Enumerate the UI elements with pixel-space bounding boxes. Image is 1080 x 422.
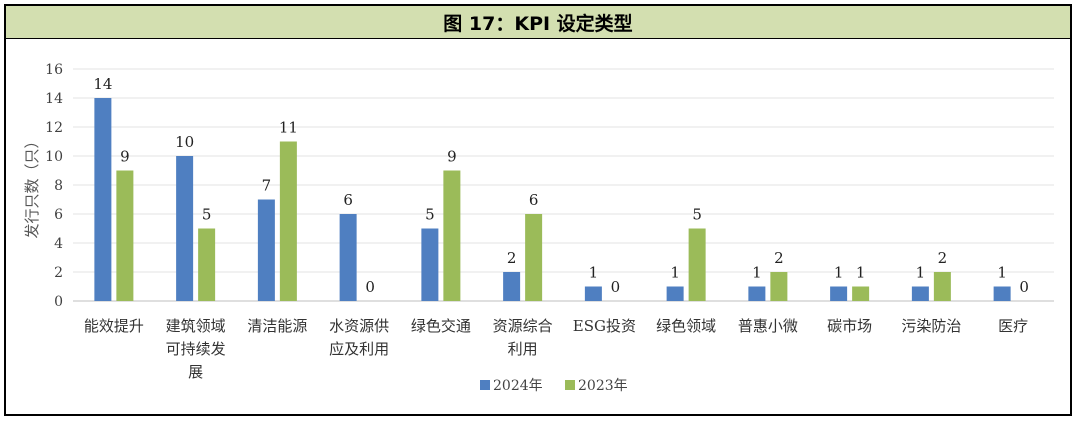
- bar-s1-2: [257, 199, 275, 301]
- legend-swatch: [565, 380, 575, 390]
- category-label: 清洁能源: [247, 317, 307, 335]
- y-tick-label: 4: [54, 236, 63, 252]
- y-tick-label: 6: [54, 207, 63, 223]
- legend: 2024年 2023年: [480, 378, 628, 394]
- data-label: 2: [774, 249, 784, 267]
- data-label: 5: [202, 206, 212, 224]
- data-label: 0: [1019, 278, 1029, 296]
- data-label: 10: [175, 133, 194, 151]
- bar-s1-3: [339, 214, 357, 301]
- bar-s1-5: [503, 272, 521, 301]
- data-label: 1: [752, 264, 762, 282]
- grid-lines: [73, 68, 1054, 302]
- category-label: 污染防治: [901, 317, 961, 335]
- data-label: 9: [120, 148, 130, 166]
- data-label: 5: [425, 206, 435, 224]
- legend-label: 2024年: [493, 378, 543, 394]
- bar-s1-6: [584, 286, 602, 301]
- data-label: 5: [692, 206, 702, 224]
- data-label: 1: [856, 264, 866, 282]
- bar-s1-4: [421, 228, 439, 301]
- data-label: 11: [279, 119, 298, 137]
- chart-title: 图 17：KPI 设定类型: [6, 6, 1070, 39]
- bar-s2-9: [852, 286, 870, 301]
- category-label: 绿色交通: [411, 317, 471, 335]
- chart-frame: 图 17：KPI 设定类型 0 2 4 6 8 10 12 14 16 14 9 10 5 7 11 6 0 5…: [4, 4, 1072, 416]
- category-label: 展: [188, 363, 203, 381]
- data-label: 1: [834, 264, 844, 282]
- y-tick-label: 2: [54, 265, 63, 281]
- bar-s2-4: [443, 170, 461, 301]
- data-label: 1: [997, 264, 1007, 282]
- y-tick-label: 10: [45, 149, 63, 165]
- bar-s1-1: [176, 156, 194, 301]
- category-label: 资源综合: [493, 317, 553, 335]
- bar-s2-2: [279, 141, 297, 301]
- data-label: 1: [589, 264, 599, 282]
- category-label: 水资源供: [329, 317, 389, 335]
- category-label: 医疗: [998, 317, 1028, 335]
- data-label: 0: [611, 278, 621, 296]
- y-tick-label: 12: [45, 120, 63, 136]
- data-label: 14: [93, 75, 112, 93]
- data-label: 2: [938, 249, 948, 267]
- data-label: 0: [365, 278, 375, 296]
- category-label: 建筑领域: [166, 317, 226, 335]
- data-label: 9: [447, 148, 457, 166]
- y-axis-ticks: 0 2 4 6 8 10 12 14 16: [45, 62, 63, 310]
- bars: [94, 98, 1011, 301]
- data-label: 1: [670, 264, 680, 282]
- y-axis-label: 发行只数（只）: [23, 133, 41, 238]
- y-tick-label: 14: [45, 91, 63, 107]
- legend-label: 2023年: [578, 378, 628, 394]
- bar-s2-8: [770, 272, 788, 301]
- category-label: 绿色领域: [656, 317, 716, 335]
- category-label: ESG投资: [573, 317, 636, 335]
- bar-s1-11: [993, 286, 1011, 301]
- category-label: 可持续发: [166, 340, 226, 358]
- category-label: 利用: [508, 340, 538, 358]
- legend-swatch: [480, 380, 490, 390]
- data-label: 6: [529, 191, 539, 209]
- bar-s2-1: [198, 228, 216, 301]
- data-label: 6: [343, 191, 353, 209]
- y-tick-label: 8: [54, 178, 63, 194]
- bar-s1-0: [94, 98, 112, 301]
- bar-s1-9: [830, 286, 848, 301]
- bar-s1-8: [748, 286, 766, 301]
- bar-s1-10: [911, 286, 929, 301]
- category-label: 普惠小微: [738, 317, 798, 335]
- y-tick-label: 0: [54, 294, 63, 310]
- bar-s2-7: [688, 228, 706, 301]
- data-label: 2: [507, 249, 517, 267]
- bar-s1-7: [666, 286, 684, 301]
- bar-s2-5: [525, 214, 543, 301]
- category-label: 应及利用: [329, 340, 389, 358]
- bar-s2-10: [933, 272, 951, 301]
- category-label: 碳市场: [827, 317, 872, 335]
- y-tick-label: 16: [45, 62, 63, 78]
- data-label: 1: [916, 264, 926, 282]
- category-label: 能效提升: [84, 317, 144, 335]
- bar-s2-0: [116, 170, 134, 301]
- data-label: 7: [262, 177, 272, 195]
